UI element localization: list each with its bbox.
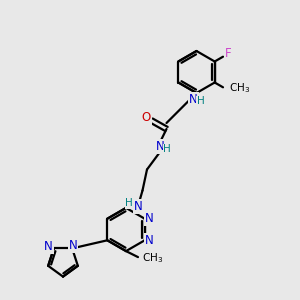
Text: CH$_3$: CH$_3$ bbox=[229, 82, 250, 95]
Text: N: N bbox=[145, 234, 154, 248]
Text: N: N bbox=[155, 140, 164, 153]
Text: H: H bbox=[125, 198, 133, 208]
Text: CH$_3$: CH$_3$ bbox=[142, 251, 163, 265]
Text: F: F bbox=[225, 47, 232, 60]
Text: O: O bbox=[142, 111, 151, 124]
Text: N: N bbox=[189, 93, 198, 106]
Text: N: N bbox=[134, 200, 143, 213]
Text: H: H bbox=[163, 144, 171, 154]
Text: N: N bbox=[145, 212, 154, 225]
Text: H: H bbox=[196, 96, 204, 106]
Text: N: N bbox=[69, 239, 77, 252]
Text: N: N bbox=[44, 240, 53, 254]
